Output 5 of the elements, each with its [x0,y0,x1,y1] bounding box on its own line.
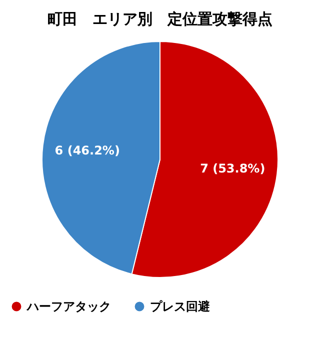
chart-title: 町田 エリア別 定位置攻撃得点 [48,10,272,28]
legend-label: ハーフアタック [26,300,111,314]
legend-label: プレス回避 [150,300,211,314]
data-label: 7 (53.8%) [200,161,266,176]
data-label: 6 (46.2%) [54,144,120,158]
